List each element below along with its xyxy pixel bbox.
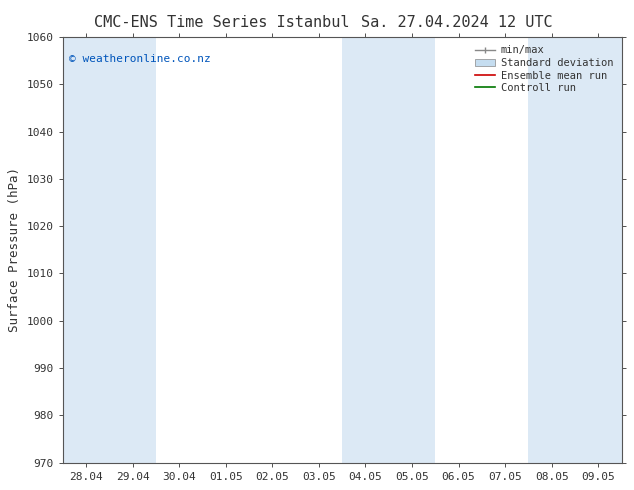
Text: CMC-ENS Time Series Istanbul: CMC-ENS Time Series Istanbul: [94, 15, 349, 30]
Text: Sa. 27.04.2024 12 UTC: Sa. 27.04.2024 12 UTC: [361, 15, 552, 30]
Legend: min/max, Standard deviation, Ensemble mean run, Controll run: min/max, Standard deviation, Ensemble me…: [472, 42, 616, 96]
Y-axis label: Surface Pressure (hPa): Surface Pressure (hPa): [8, 167, 22, 332]
Bar: [342, 37, 436, 463]
Bar: [528, 37, 621, 463]
Text: © weatheronline.co.nz: © weatheronline.co.nz: [68, 54, 210, 64]
Bar: [63, 37, 156, 463]
